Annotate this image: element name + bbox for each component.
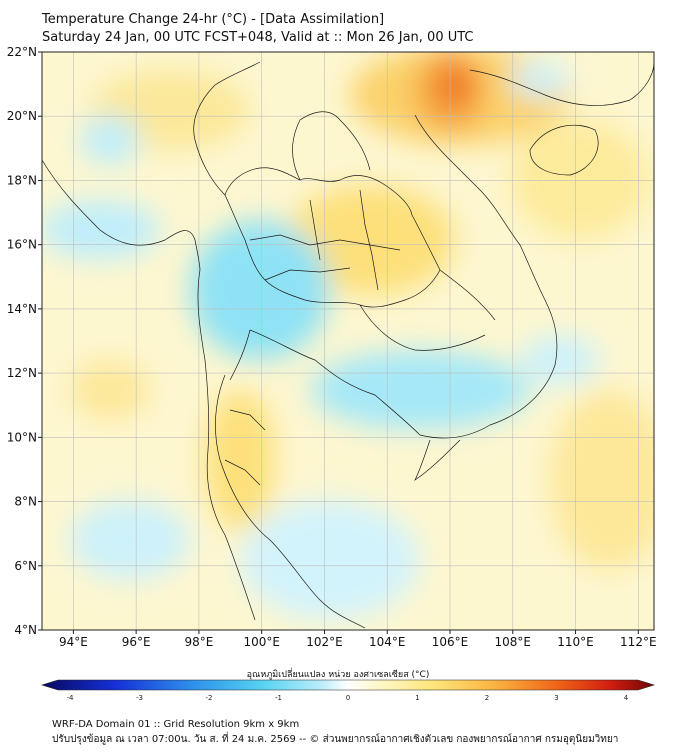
- map-subtitle: Saturday 24 Jan, 00 UTC FCST+048, Valid …: [42, 30, 474, 45]
- lon-tick-label: 96°E: [122, 635, 151, 649]
- colorbar-tick-label: 0: [346, 694, 350, 702]
- graticule: [42, 52, 654, 630]
- lat-tick-label: 4°N: [14, 623, 37, 637]
- lon-tick-label: 100°E: [243, 635, 280, 649]
- map-title: Temperature Change 24-hr (°C) - [Data As…: [42, 12, 385, 27]
- lat-tick-label: 14°N: [7, 302, 37, 316]
- temperature-field: [42, 52, 654, 630]
- coastlines-and-borders: [42, 61, 654, 629]
- colorbar-tick-label: -1: [275, 694, 282, 702]
- lon-tick-label: 104°E: [369, 635, 406, 649]
- lat-tick-label: 18°N: [7, 173, 37, 187]
- lon-tick-label: 108°E: [495, 635, 532, 649]
- longitude-axis: 94°E 96°E 98°E 100°E 102°E 104°E 106°E 108°E 110…: [59, 630, 657, 649]
- lat-tick-label: 12°N: [7, 366, 37, 380]
- colorbar-tick-label: -2: [206, 694, 213, 702]
- update-credit: ปรับปรุงข้อมูล ณ เวลา 07:00น. วัน ส. ที่…: [52, 734, 619, 745]
- colorbar-ramp: [40, 679, 656, 691]
- lon-tick-label: 112°E: [620, 635, 657, 649]
- colorbar-tick-label: 3: [554, 694, 558, 702]
- lon-tick-label: 98°E: [184, 635, 213, 649]
- map-frame: [41, 51, 655, 631]
- colorbar-tick-label: 4: [624, 694, 629, 702]
- lat-tick-label: 6°N: [14, 559, 37, 573]
- lon-tick-label: 106°E: [432, 635, 469, 649]
- lon-tick-label: 102°E: [306, 635, 343, 649]
- model-info: WRF-DA Domain 01 :: Grid Resolution 9km …: [52, 719, 300, 730]
- colorbar-tick-label: 2: [485, 694, 489, 702]
- latitude-axis: 4°N 6°N 8°N 10°N 12°N 14°N 16°N 18°N 20°N 22°N: [7, 45, 42, 637]
- lat-tick-label: 20°N: [7, 109, 37, 123]
- colorbar-label: อุณหภูมิเปลี่ยนแปลง หน่วย องศาเซลเซียส (…: [246, 670, 430, 680]
- colorbar-tick-label: -4: [67, 694, 75, 702]
- lat-tick-label: 10°N: [7, 430, 37, 444]
- colorbar: -4 -3 -2 -1 0 1 2 3 4: [40, 679, 656, 702]
- colorbar-ticks: -4 -3 -2 -1 0 1 2 3 4: [67, 694, 629, 702]
- lat-tick-label: 16°N: [7, 238, 37, 252]
- lon-tick-label: 110°E: [557, 635, 594, 649]
- colorbar-tick-label: -3: [136, 694, 143, 702]
- lat-tick-label: 22°N: [7, 45, 37, 59]
- lon-tick-label: 94°E: [59, 635, 88, 649]
- lat-tick-label: 8°N: [14, 495, 37, 509]
- colorbar-tick-label: 1: [415, 694, 419, 702]
